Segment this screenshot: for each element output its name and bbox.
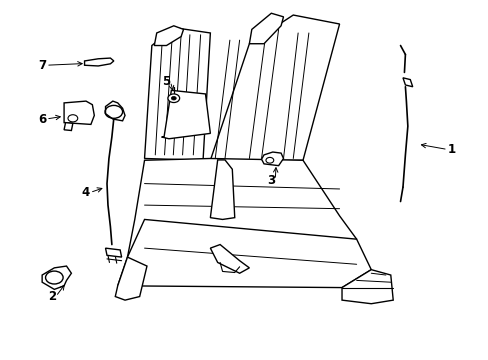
Circle shape xyxy=(171,96,176,100)
Polygon shape xyxy=(210,160,234,220)
Polygon shape xyxy=(115,257,147,300)
Polygon shape xyxy=(249,13,283,44)
Polygon shape xyxy=(84,58,114,66)
Text: 1: 1 xyxy=(447,143,455,156)
Polygon shape xyxy=(64,123,73,131)
Circle shape xyxy=(167,94,179,103)
Polygon shape xyxy=(210,244,249,273)
Text: 2: 2 xyxy=(48,290,56,303)
Polygon shape xyxy=(154,26,183,45)
Polygon shape xyxy=(42,266,71,289)
Text: 5: 5 xyxy=(162,75,170,88)
Polygon shape xyxy=(402,78,412,87)
Polygon shape xyxy=(105,101,125,121)
Polygon shape xyxy=(144,28,210,160)
Polygon shape xyxy=(261,152,283,166)
Polygon shape xyxy=(127,158,356,261)
Text: 3: 3 xyxy=(267,174,275,186)
Text: 7: 7 xyxy=(38,59,46,72)
Polygon shape xyxy=(105,248,122,257)
Polygon shape xyxy=(341,270,392,304)
Polygon shape xyxy=(210,15,339,160)
Polygon shape xyxy=(118,220,370,288)
Text: 4: 4 xyxy=(81,186,90,199)
Polygon shape xyxy=(161,90,210,139)
Polygon shape xyxy=(64,101,94,125)
Text: 6: 6 xyxy=(38,113,46,126)
